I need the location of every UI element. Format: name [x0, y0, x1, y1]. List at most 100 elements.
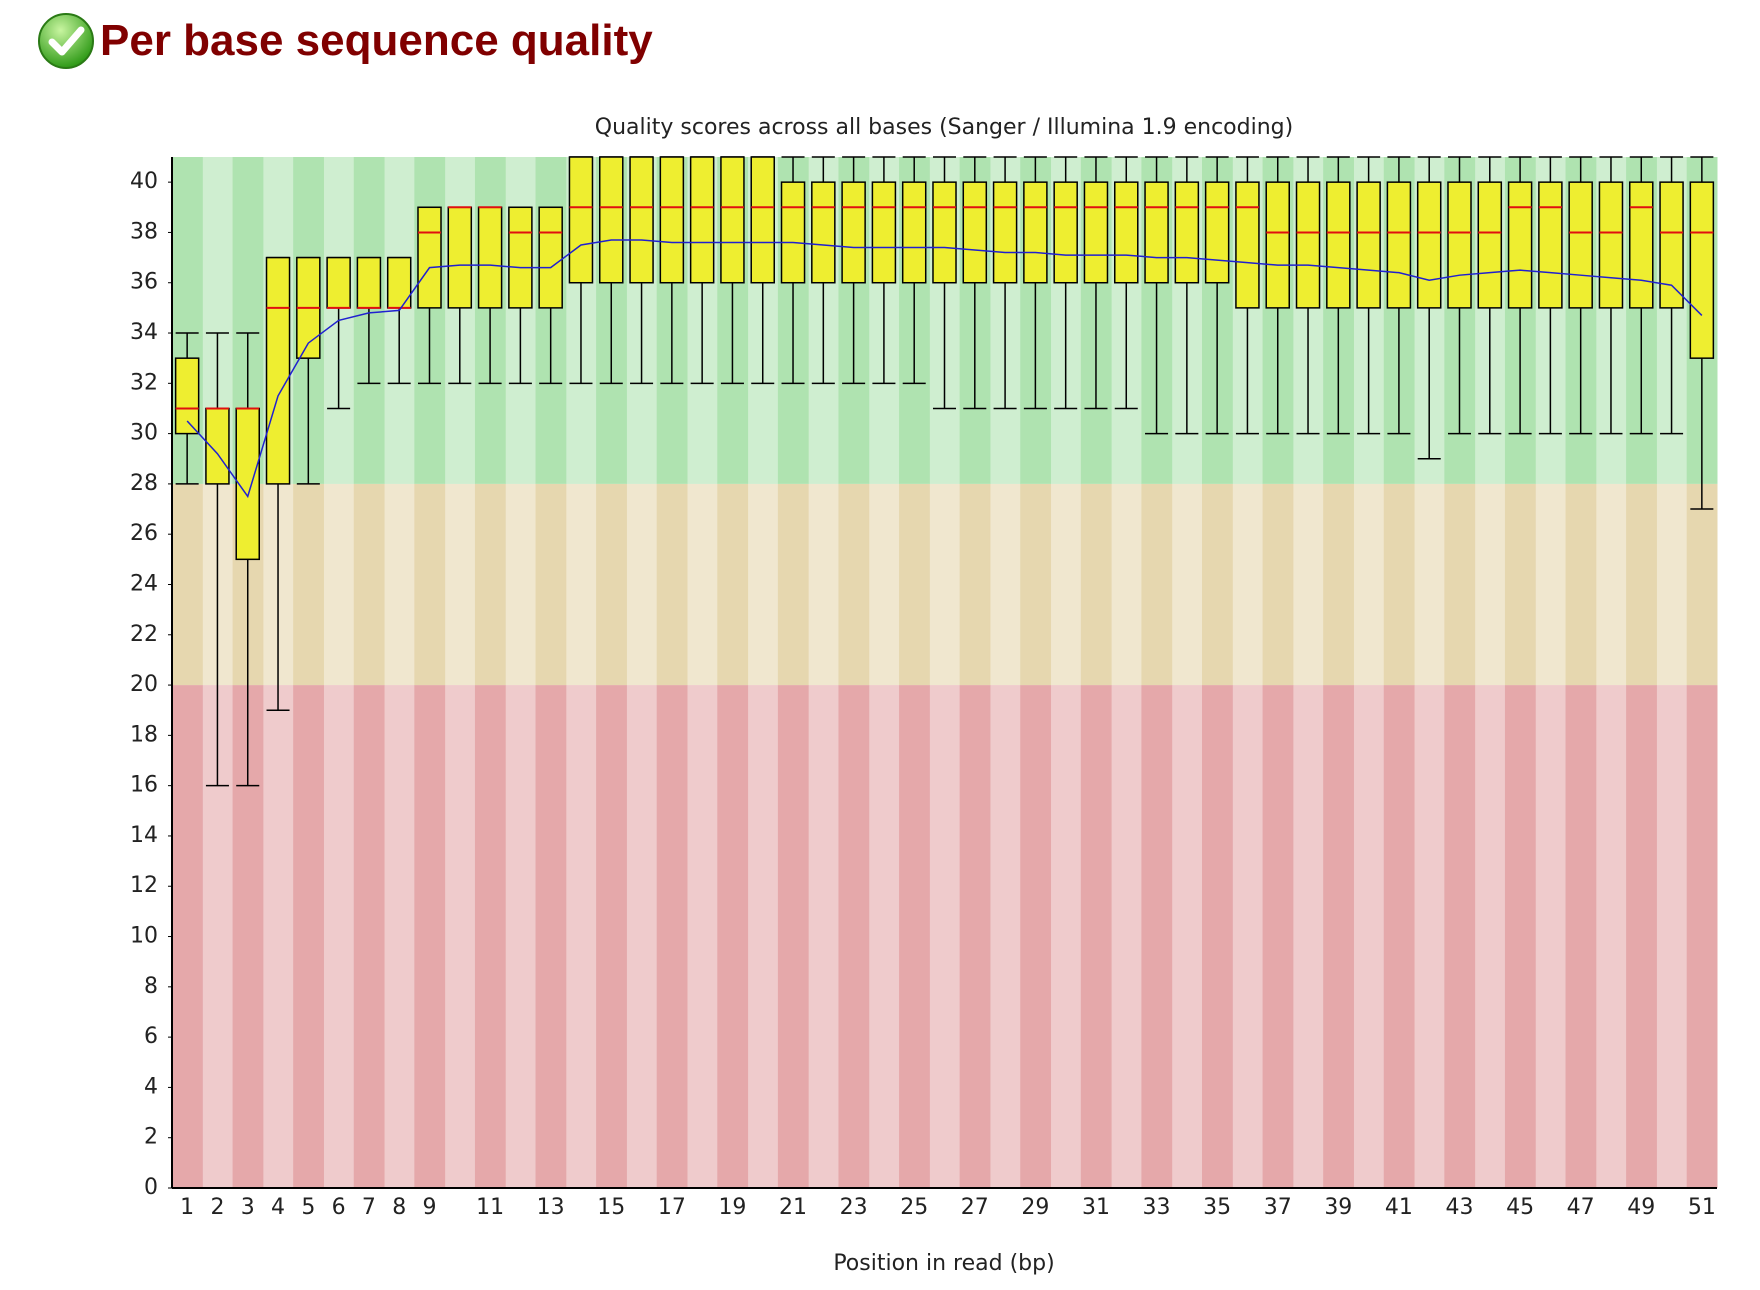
- quality-zone: [1353, 685, 1385, 1188]
- status-icon: [38, 13, 94, 69]
- quality-zone: [414, 483, 446, 686]
- y-tick-label: 34: [130, 320, 158, 345]
- quality-zone: [1171, 483, 1203, 686]
- y-tick-label: 22: [130, 622, 158, 647]
- y-tick-label: 40: [130, 169, 158, 194]
- y-tick-label: 24: [130, 571, 158, 596]
- quality-zone: [596, 483, 627, 686]
- box: [1507, 181, 1533, 309]
- x-tick-label: 2: [210, 1195, 224, 1220]
- quality-zone: [1414, 685, 1445, 1188]
- x-tick-label: 31: [1082, 1195, 1110, 1220]
- x-tick-label: 33: [1143, 1195, 1171, 1220]
- quality-zone: [1474, 483, 1506, 686]
- y-tick-label: 2: [144, 1125, 158, 1150]
- box: [811, 181, 836, 284]
- y-tick-label: 38: [130, 219, 158, 244]
- box: [568, 156, 594, 284]
- box: [1538, 181, 1563, 309]
- quality-zone: [535, 483, 567, 686]
- x-tick-label: 17: [658, 1195, 686, 1220]
- box: [871, 181, 897, 284]
- quality-zone: [1292, 685, 1324, 1188]
- x-tick-label: 9: [423, 1195, 437, 1220]
- quality-zone: [959, 685, 991, 1188]
- quality-zone: [747, 685, 779, 1188]
- x-tick-label: 51: [1688, 1195, 1716, 1220]
- y-tick-label: 6: [144, 1024, 158, 1049]
- y-tick-label: 18: [130, 722, 158, 747]
- quality-zone: [1444, 483, 1476, 686]
- box: [780, 181, 806, 284]
- box: [720, 156, 745, 284]
- quality-zone: [1686, 483, 1718, 686]
- quality-zone: [929, 685, 961, 1188]
- box: [750, 156, 775, 284]
- box: [1568, 181, 1593, 309]
- quality-zone: [505, 483, 537, 686]
- quality-zone: [1232, 483, 1264, 686]
- box: [1023, 181, 1048, 284]
- box: [265, 256, 291, 485]
- x-tick-label: 4: [271, 1195, 285, 1220]
- quality-zone: [384, 685, 415, 1188]
- quality-zone: [1474, 685, 1506, 1188]
- quality-zone: [505, 685, 537, 1188]
- x-tick-label: 1: [180, 1195, 194, 1220]
- quality-zone: [1262, 685, 1294, 1188]
- x-tick-label: 29: [1021, 1195, 1049, 1220]
- quality-zone: [353, 685, 385, 1188]
- quality-zone: [1020, 483, 1052, 686]
- quality-zone: [172, 483, 203, 686]
- box: [841, 181, 866, 284]
- box: [356, 256, 382, 309]
- quality-zone: [717, 685, 749, 1188]
- quality-zone: [1292, 483, 1324, 686]
- quality-zone: [535, 685, 567, 1188]
- box: [1386, 181, 1412, 309]
- y-tick-label: 26: [130, 521, 158, 546]
- x-tick-label: 5: [301, 1195, 315, 1220]
- x-tick-label: 13: [537, 1195, 565, 1220]
- quality-zone: [1595, 685, 1627, 1188]
- x-tick-label: 47: [1567, 1195, 1595, 1220]
- quality-zone: [1383, 483, 1415, 686]
- quality-zone: [777, 685, 809, 1188]
- quality-zone: [1262, 483, 1294, 686]
- quality-zone: [899, 685, 930, 1188]
- quality-zone: [717, 483, 749, 686]
- quality-zone: [808, 483, 839, 686]
- quality-zone: [1141, 685, 1173, 1188]
- quality-zone: [1080, 685, 1112, 1188]
- y-tick-label: 10: [130, 924, 158, 949]
- y-tick-label: 30: [130, 421, 158, 446]
- quality-zone: [838, 685, 870, 1188]
- x-tick-label: 27: [961, 1195, 989, 1220]
- box: [386, 256, 412, 309]
- box: [1083, 181, 1109, 284]
- box: [205, 407, 230, 485]
- quality-zone: [444, 483, 476, 686]
- y-tick-label: 16: [130, 773, 158, 798]
- box: [447, 206, 473, 309]
- quality-zone: [989, 483, 1021, 686]
- quality-zone: [989, 685, 1021, 1188]
- box: [1659, 181, 1684, 309]
- quality-zone: [474, 685, 506, 1188]
- quality-zone: [1656, 483, 1688, 686]
- quality-zone: [656, 483, 688, 686]
- box: [659, 156, 685, 284]
- box: [901, 181, 927, 284]
- x-tick-label: 21: [779, 1195, 807, 1220]
- box: [538, 206, 563, 309]
- box: [1477, 181, 1503, 309]
- quality-zone: [656, 685, 688, 1188]
- y-tick-label: 28: [130, 471, 158, 496]
- box: [599, 156, 624, 284]
- quality-zone: [1141, 483, 1173, 686]
- quality-zone: [747, 483, 779, 686]
- quality-zone: [1323, 685, 1354, 1188]
- quality-zone: [414, 685, 446, 1188]
- quality-zone: [293, 483, 324, 686]
